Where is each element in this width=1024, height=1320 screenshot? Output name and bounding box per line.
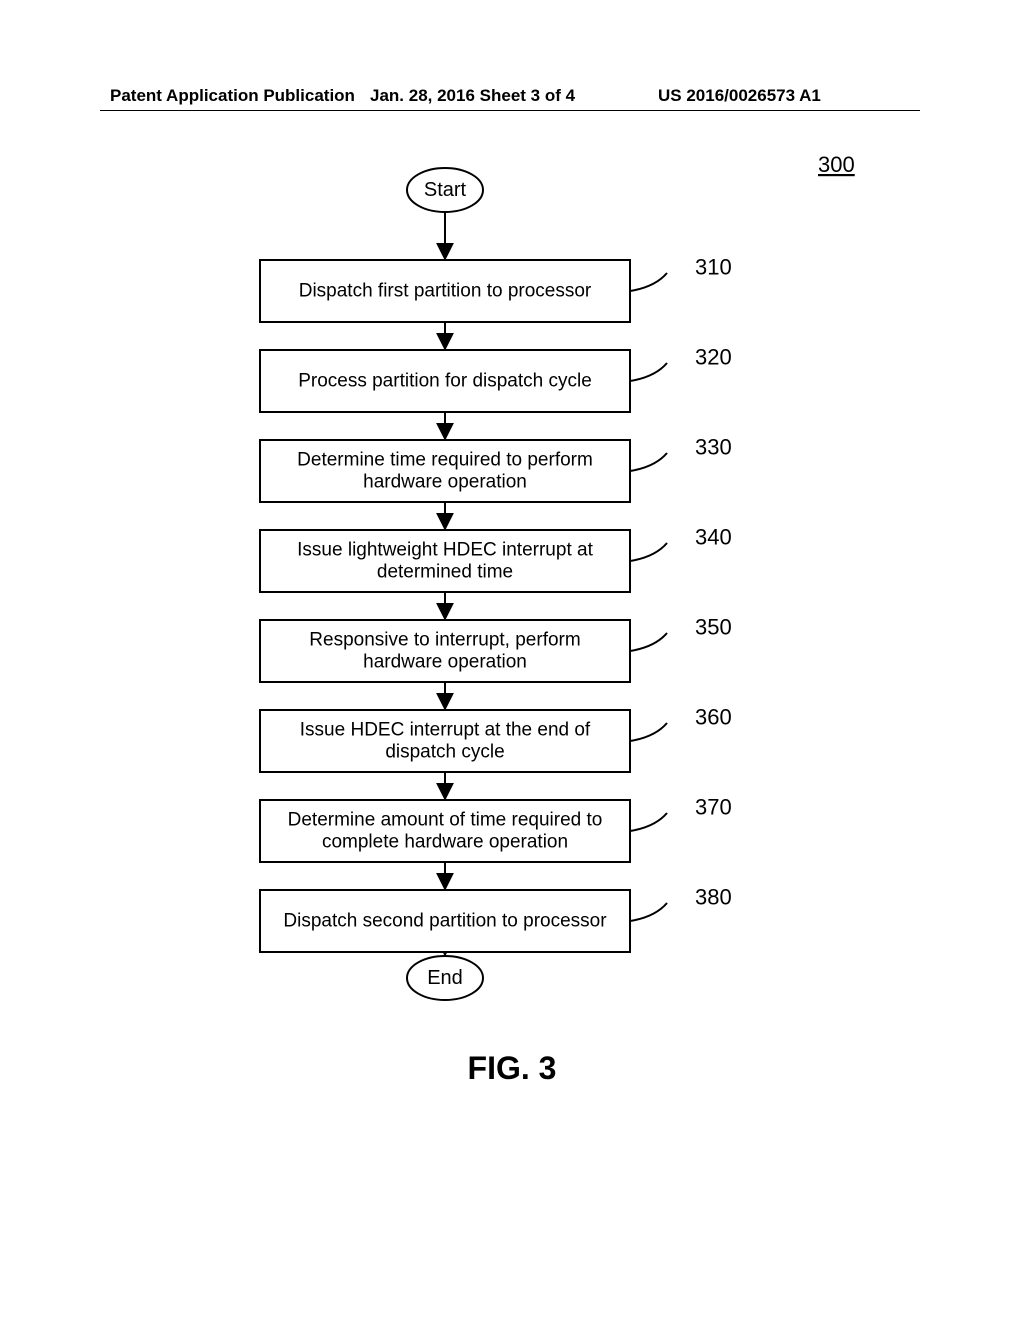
svg-text:Dispatch first partition to pr: Dispatch first partition to processor	[299, 281, 592, 302]
svg-text:330: 330	[695, 435, 732, 460]
svg-text:370: 370	[695, 795, 732, 820]
svg-text:340: 340	[695, 525, 732, 550]
svg-text:determined time: determined time	[377, 561, 513, 582]
svg-text:dispatch cycle: dispatch cycle	[385, 741, 504, 762]
svg-text:350: 350	[695, 615, 732, 640]
svg-text:Start: Start	[424, 179, 467, 201]
svg-text:hardware operation: hardware operation	[363, 651, 527, 672]
svg-text:320: 320	[695, 345, 732, 370]
svg-text:360: 360	[695, 705, 732, 730]
svg-text:Issue HDEC interrupt at the en: Issue HDEC interrupt at the end of	[300, 720, 591, 741]
svg-text:hardware operation: hardware operation	[363, 471, 527, 492]
flowchart-svg: Start Dispatch first partition to process…	[0, 0, 1024, 1320]
page: Patent Application Publication Jan. 28, …	[0, 0, 1024, 1320]
svg-text:310: 310	[695, 255, 732, 280]
svg-text:Determine amount of time requi: Determine amount of time required to	[288, 810, 603, 831]
figure-caption: FIG. 3	[0, 1050, 1024, 1087]
svg-text:Dispatch second partition to p: Dispatch second partition to processor	[283, 911, 607, 932]
svg-text:complete hardware operation: complete hardware operation	[322, 831, 568, 852]
svg-text:300: 300	[818, 152, 855, 177]
svg-text:Process partition for dispatch: Process partition for dispatch cycle	[298, 371, 592, 392]
svg-text:Issue lightweight HDEC interru: Issue lightweight HDEC interrupt at	[297, 540, 593, 561]
svg-text:380: 380	[695, 885, 732, 910]
svg-text:Responsive to interrupt, perfo: Responsive to interrupt, perform	[309, 630, 580, 651]
svg-text:End: End	[427, 967, 463, 989]
svg-text:Determine time required to per: Determine time required to perform	[297, 450, 593, 471]
